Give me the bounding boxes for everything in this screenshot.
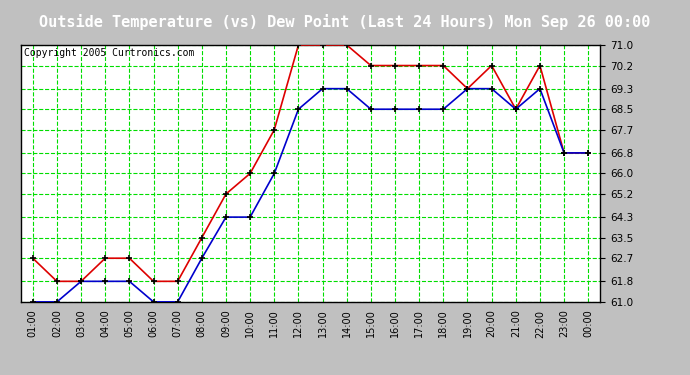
Text: Copyright 2005 Curtronics.com: Copyright 2005 Curtronics.com — [23, 48, 194, 58]
Text: Outside Temperature (vs) Dew Point (Last 24 Hours) Mon Sep 26 00:00: Outside Temperature (vs) Dew Point (Last… — [39, 15, 651, 30]
